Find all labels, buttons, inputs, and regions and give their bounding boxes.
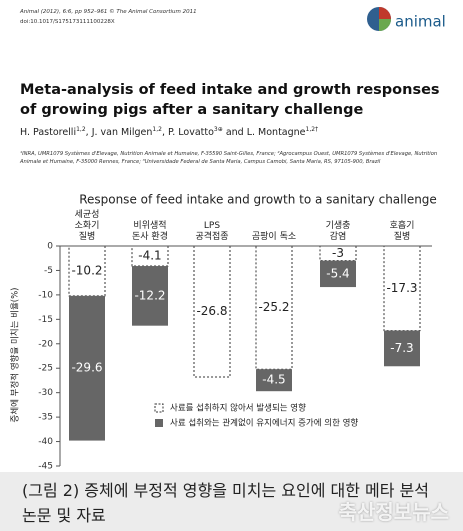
bar-segment bbox=[320, 260, 356, 288]
journal: Animal (2012), 6:6, pp 952–961 © The Ani… bbox=[20, 9, 197, 15]
paper-title: Meta-analysis of feed intake and growth … bbox=[20, 82, 440, 118]
y-tick-label: -10 bbox=[38, 290, 53, 300]
x-category-label: 세균성 소화기 질병 bbox=[74, 210, 100, 242]
watermark: 축산정보뉴스 bbox=[338, 500, 449, 524]
y-tick-label: -5 bbox=[44, 266, 53, 276]
bar-segment bbox=[256, 369, 292, 392]
x-category-label: 기생충 감염 bbox=[325, 221, 351, 242]
value-label: -4.1 bbox=[138, 249, 161, 263]
author-affiliation: 3⊕ bbox=[213, 126, 223, 133]
chart-title: Response of feed intake and growth to a … bbox=[79, 193, 437, 207]
author-name: H. Pastorelli bbox=[20, 127, 77, 139]
y-tick-label: -25 bbox=[38, 364, 53, 374]
bar-segment bbox=[384, 330, 420, 367]
caption-box bbox=[0, 472, 463, 531]
y-tick-label: -15 bbox=[38, 315, 53, 325]
y-tick-label: -20 bbox=[38, 339, 53, 349]
bar-segment bbox=[132, 266, 168, 326]
author-affiliation: 1,2† bbox=[305, 126, 319, 133]
value-label: -12.2 bbox=[134, 288, 165, 302]
x-category-label: 비위생적 돈사 환경 bbox=[132, 221, 168, 242]
x-category-label: LPS 공격접종 bbox=[195, 221, 229, 242]
logo-text: animal bbox=[395, 13, 446, 31]
y-axis-label: 증체에 부정적 영향을 미치는 비율(%) bbox=[10, 288, 21, 423]
value-label: -5.4 bbox=[326, 266, 349, 280]
value-label: -29.6 bbox=[71, 361, 102, 375]
value-label: -17.3 bbox=[386, 281, 417, 295]
bar-segment-dashed bbox=[193, 245, 231, 378]
authors: H. Pastorelli1,2, J. van Milgen1,2, P. L… bbox=[20, 126, 319, 139]
y-tick-label: -45 bbox=[38, 462, 53, 472]
y-tick-label: 0 bbox=[47, 242, 53, 252]
author-affiliation: 1,2 bbox=[152, 126, 162, 133]
value-label: -25.2 bbox=[258, 300, 289, 314]
value-label: -3 bbox=[332, 246, 344, 260]
x-category-label: 호흡기 질병 bbox=[389, 221, 415, 242]
author-name: L. Montagne bbox=[246, 127, 306, 139]
bar-segment bbox=[69, 295, 105, 441]
affiliations: ¹INRA, UMR1079 Systèmes d'Elevage, Nutri… bbox=[20, 151, 438, 165]
value-label: -10.2 bbox=[71, 263, 102, 277]
author-name: P. Lovatto bbox=[167, 127, 214, 139]
value-label: -4.5 bbox=[262, 373, 285, 387]
author-conjunction: and bbox=[225, 127, 244, 139]
y-tick-label: -30 bbox=[38, 388, 53, 398]
value-label: -7.3 bbox=[390, 341, 413, 355]
legend-label: 사료를 섭취하지 않아서 발생되는 영향 bbox=[170, 403, 306, 414]
x-category-label: 곰팡이 독소 bbox=[251, 232, 297, 242]
legend-swatch bbox=[155, 419, 163, 427]
caption: (그림 2) 증체에 부정적 영향을 미치는 요인에 대한 메타 분석 논문 및… bbox=[22, 481, 429, 525]
legend-label: 사료 섭취와는 관계없이 유지에너지 증가에 의한 영향 bbox=[170, 418, 358, 429]
doi: doi:10.1017/S175173111100228X bbox=[20, 19, 115, 25]
author-name: J. van Milgen bbox=[91, 127, 153, 139]
legend-swatch bbox=[154, 403, 164, 413]
logo-icon bbox=[367, 7, 391, 31]
bar-segment-dashed bbox=[255, 245, 293, 370]
y-tick-label: -35 bbox=[38, 413, 53, 423]
y-tick-label: -40 bbox=[38, 437, 53, 447]
author-affiliation: 1,2 bbox=[76, 126, 86, 133]
value-label: -26.8 bbox=[196, 304, 227, 318]
